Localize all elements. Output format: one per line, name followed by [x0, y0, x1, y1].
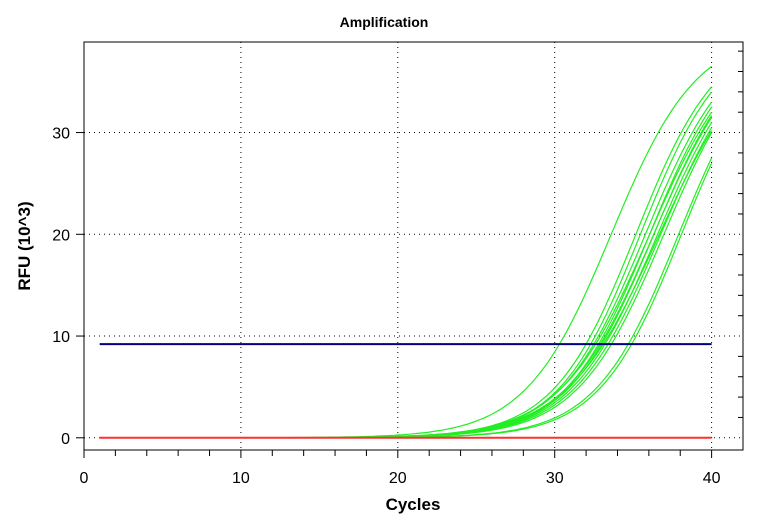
chart-title: Amplification [340, 14, 429, 30]
amplification-curve-well-10 [99, 127, 713, 439]
y-tick-label: 10 [52, 329, 70, 346]
amplification-curve-well-1 [99, 65, 712, 439]
x-tick-label: 20 [389, 470, 407, 487]
grid [84, 42, 743, 450]
x-axis-label: Cycles [386, 495, 441, 514]
amplification-curve-well-9 [99, 121, 713, 439]
amplification-curve-well-4 [99, 101, 713, 439]
amplification-curve-well-3 [99, 91, 713, 439]
y-tick-label: 0 [61, 431, 70, 448]
amplification-curve-well-8 [99, 117, 713, 439]
x-tick-label: 0 [80, 470, 89, 487]
ticks: 0 10 20 30 40 0 10 20 30 [52, 50, 743, 487]
y-tick-label: 20 [52, 227, 70, 244]
x-tick-label: 40 [703, 470, 721, 487]
amplification-curve-well-7 [99, 115, 713, 439]
x-tick-label: 30 [546, 470, 564, 487]
amplification-curve-well-13 [99, 157, 713, 439]
y-axis-label: RFU (10^3) [15, 201, 34, 290]
amplification-curve-well-2 [99, 86, 713, 439]
amplification-curve-well-6 [99, 111, 713, 439]
y-tick-label: 30 [52, 126, 70, 143]
x-tick-label: 10 [232, 470, 250, 487]
plot-frame [83, 41, 744, 451]
curves [99, 65, 713, 439]
reference-lines [99, 343, 712, 439]
